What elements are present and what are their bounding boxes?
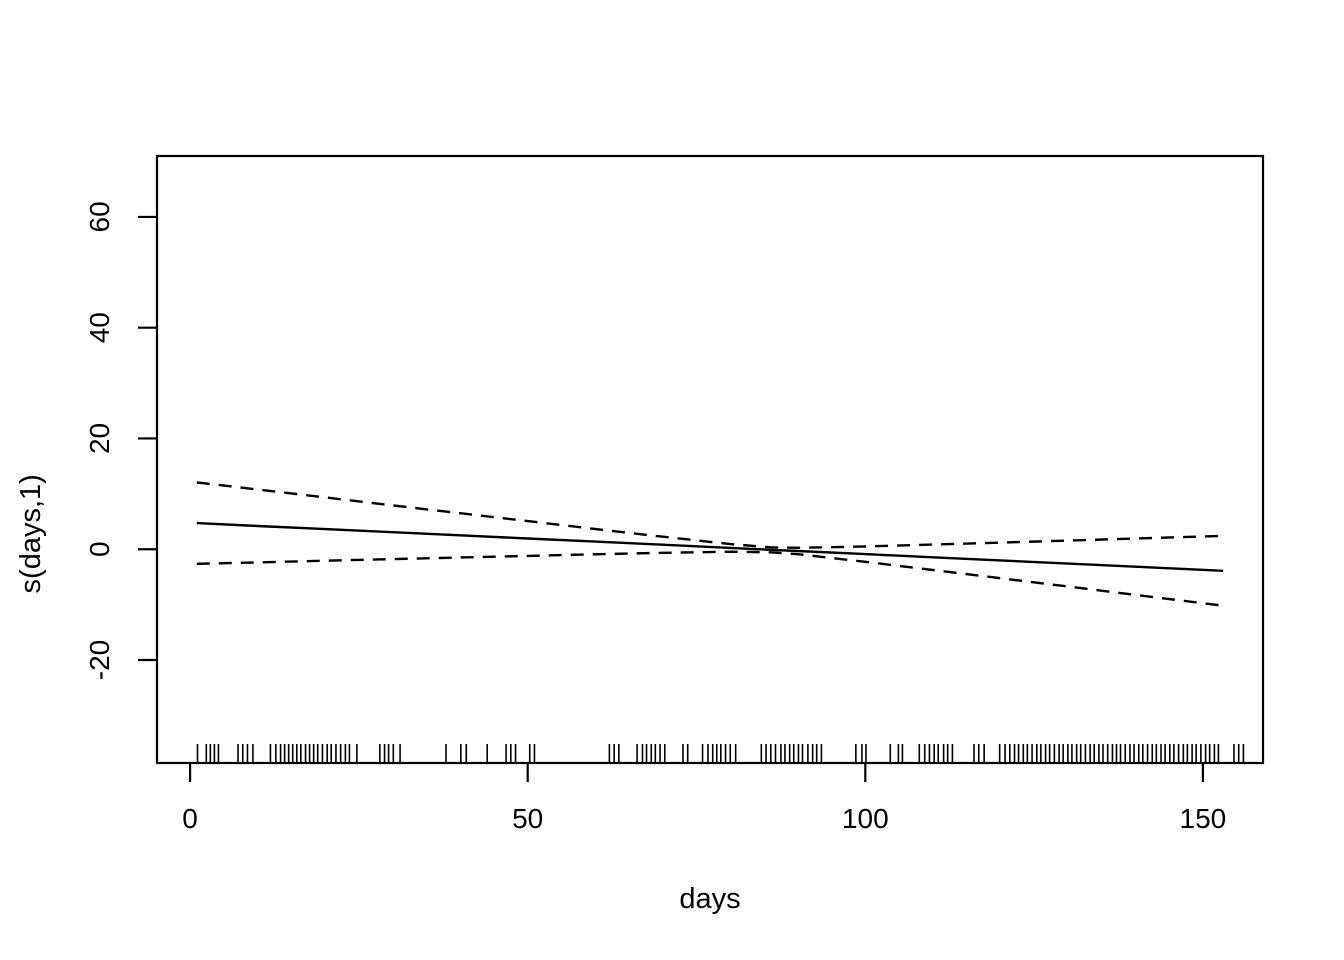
rug <box>196 744 1245 763</box>
x-tick-label: 50 <box>512 803 543 834</box>
x-tick-label: 150 <box>1180 803 1227 834</box>
x-axis-title: days <box>679 883 740 915</box>
y-tick-label: 40 <box>84 312 115 343</box>
y-tick-label: 0 <box>84 541 115 557</box>
upper-95ci-line <box>196 481 1224 550</box>
y-axis: -20 0 20 40 60 <box>84 201 157 680</box>
plot-box <box>155 154 1265 765</box>
y-tick-label: 20 <box>84 423 115 454</box>
fit-line <box>196 521 1224 572</box>
y-tick-label: 60 <box>84 201 115 232</box>
x-axis: 0 50 100 150 <box>182 763 1226 834</box>
lower-95ci-line <box>196 550 1224 607</box>
y-tick-label: -20 <box>84 640 115 680</box>
x-tick-label: 0 <box>182 803 198 834</box>
y-axis-title: s(days,1) <box>15 474 47 593</box>
x-tick-label: 100 <box>842 803 889 834</box>
